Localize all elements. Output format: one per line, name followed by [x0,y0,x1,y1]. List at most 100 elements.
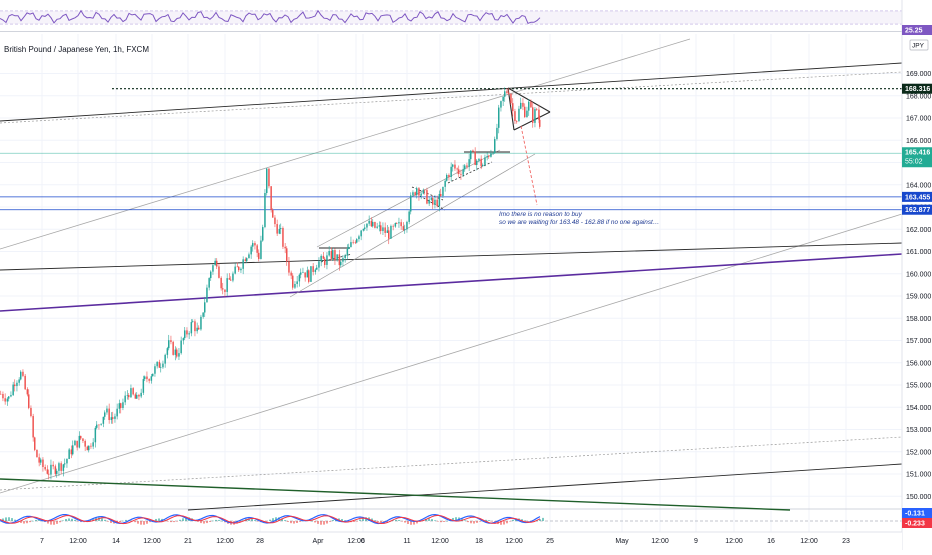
macd-histogram-bar [221,520,223,522]
candle-body [148,379,150,381]
candle-body [56,470,58,474]
candle-body [66,458,68,464]
candle-body [104,412,106,417]
macd-histogram-bar [158,518,160,521]
candle-body [224,289,226,292]
candle-body [2,394,4,399]
candle-body [514,111,516,122]
macd-histogram-bar [431,519,433,521]
candle-body [428,199,430,204]
candle-body [186,330,188,335]
macd-histogram-bar [203,521,205,524]
candle-body [240,268,242,271]
candle-body [322,255,325,259]
candle-body [292,275,294,288]
candle-body [138,394,140,397]
candle-body [180,340,182,354]
macd-histogram-bar [428,518,430,521]
candle-body [318,261,320,268]
candle-body [282,227,284,247]
candle-body [484,157,486,165]
candle-body [234,266,236,274]
rsi-label-bg [902,25,932,35]
candle-body [174,349,177,355]
macd-histogram-bar [476,521,478,523]
macd-histogram-bar [455,517,457,521]
candle-body [478,158,480,161]
macd-histogram-bar [80,521,82,523]
candle-body [304,272,306,278]
candle-body [520,102,522,109]
macd-histogram-bar [71,518,73,521]
candle-body [278,228,281,234]
macd-histogram-bar [503,521,505,525]
macd-histogram-bar [248,518,250,521]
x-tick-label: 12:00 [69,538,87,545]
macd-histogram-bar [266,521,268,522]
candle-body [128,395,130,398]
candle-body [506,91,508,93]
macd-histogram-bar [35,519,37,521]
chart-title: British Pound / Japanese Yen, 1h, FXCM [4,45,149,54]
small-channel-upper [316,149,501,248]
candle-body [362,228,365,231]
macd-histogram-bar [320,521,322,525]
candle-body [296,281,298,284]
candle-body [398,222,400,224]
annotation-note: Imo there is no reason to buy so we are … [499,211,659,227]
candle-body [154,366,156,374]
candle-body [194,321,196,332]
candle-body [266,168,268,194]
candle-body [16,382,18,387]
macd-histogram-bar [98,517,100,521]
macd-histogram-bar [11,518,13,521]
macd-histogram-bar [509,521,511,522]
candle-body [320,255,322,262]
x-tick-label: 12:00 [216,538,234,545]
candle-body [518,108,520,122]
candle-body [516,121,518,122]
candle-body [12,384,14,396]
candle-body [134,394,137,399]
candle-body [426,190,428,204]
candle-body [332,250,334,259]
candle-body [424,189,426,191]
macd-histogram-bar [23,521,25,524]
macd-histogram-bar [173,521,175,523]
candle-body [244,259,247,262]
candle-body [504,91,506,97]
candle-body [250,246,252,255]
candle-body [258,252,260,259]
candle-body [38,457,40,463]
macd-histogram-bar [146,521,148,524]
rsi-value-label: 25.25 [905,28,923,35]
macd-histogram-bar [185,517,187,521]
candle-body [330,250,333,259]
candle-body [254,243,256,246]
candle-body [352,242,354,243]
x-tick-label: 12:00 [505,538,523,545]
x-tick-label: May [615,538,629,545]
macd-histogram-bar [539,519,541,521]
macd-histogram-bar [470,521,472,524]
y-tick-label: 166.000 [906,138,931,145]
macd-histogram-bar [536,520,538,522]
macd-histogram-bar [413,521,415,525]
macd-histogram-bar [521,519,523,521]
macd-histogram-bar [380,521,382,524]
candle-body [508,92,510,94]
macd-histogram-bar [38,519,40,521]
candle-body [70,449,73,455]
candle-body [432,198,434,205]
macd-histogram-bar [287,521,289,522]
candle-body [130,388,132,398]
flag-box-2-bottom [419,195,446,211]
x-tick-label: Apr [313,538,325,545]
candle-body [40,459,42,463]
candle-body [300,272,302,275]
candle-body [458,169,460,174]
macd-histogram-bar [254,520,256,521]
candle-body [418,188,420,196]
macd-histogram-bar [251,518,253,521]
